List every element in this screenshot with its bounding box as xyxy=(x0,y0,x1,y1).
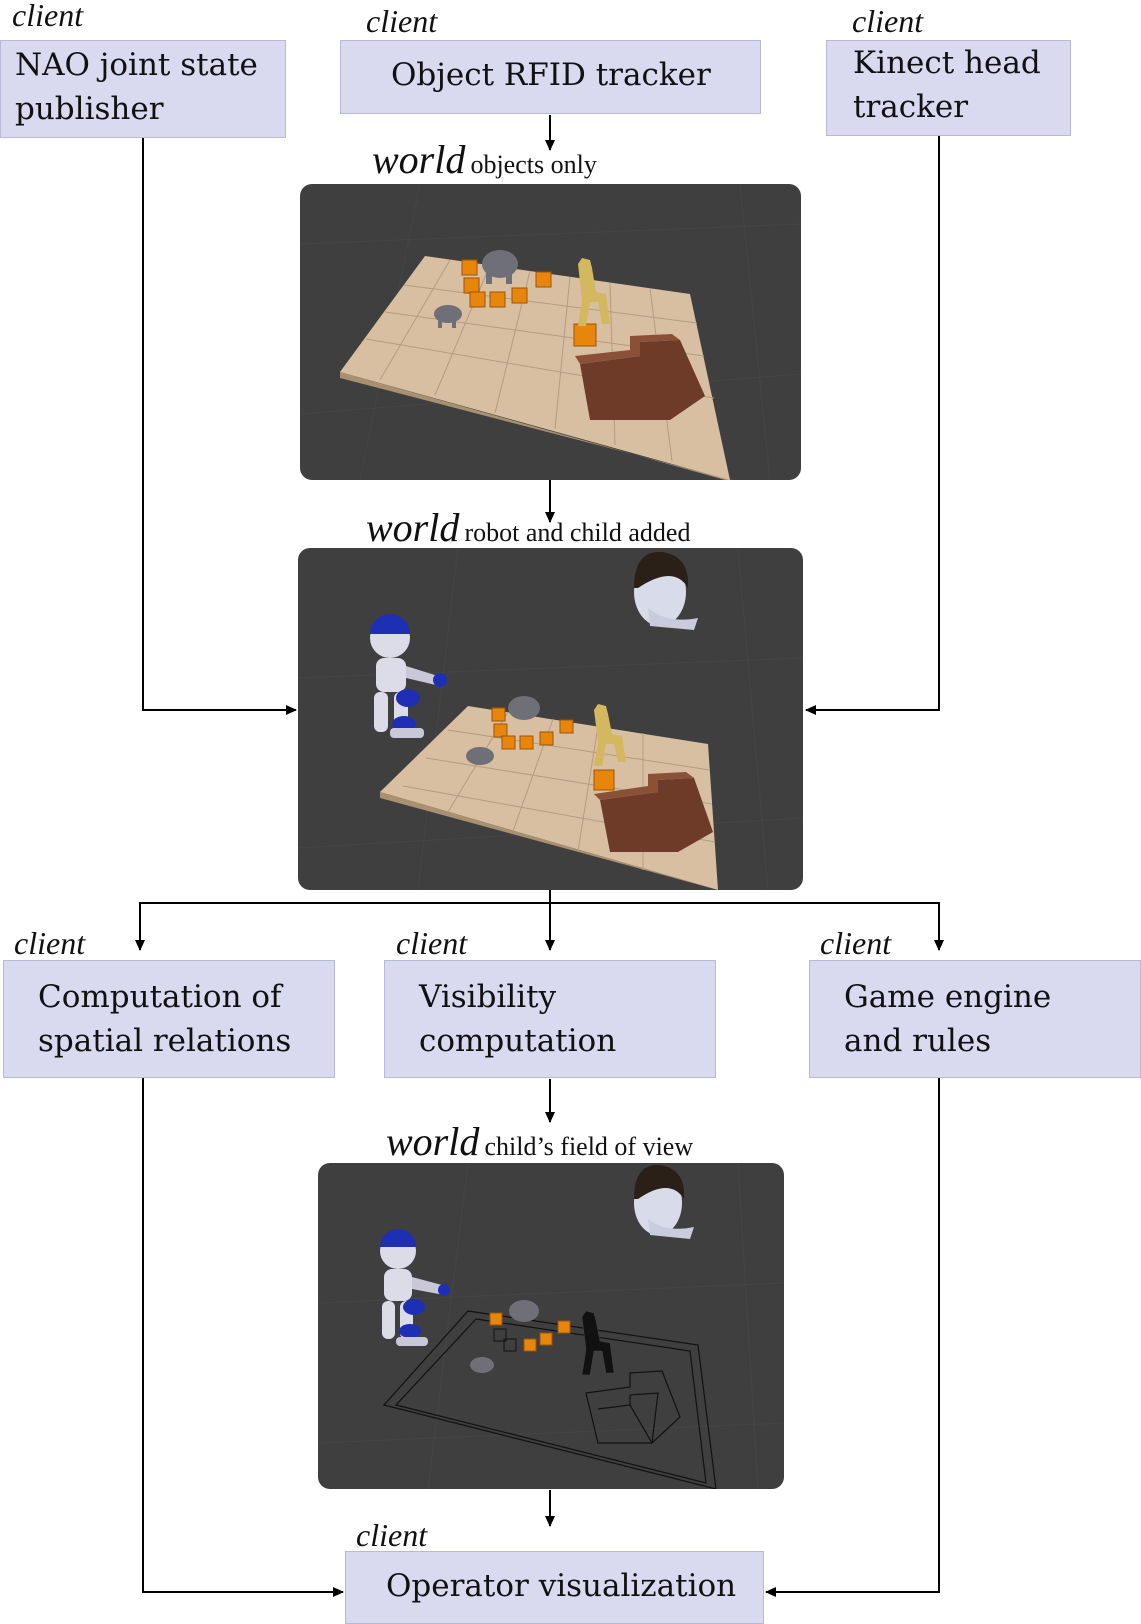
world-label-fov: world child’s field of view xyxy=(386,1122,693,1170)
world-view-objects-only xyxy=(300,184,801,480)
world-label-objects: world objects only xyxy=(372,140,597,188)
arrow-game-to-operator xyxy=(765,1078,940,1597)
arrow-kinect-to-world2 xyxy=(805,135,940,715)
kinect-line-1: Kinect head xyxy=(853,45,1041,81)
world-view-childs-field-of-view xyxy=(318,1163,784,1489)
visibility-computation-box: Visibility computation xyxy=(384,960,716,1078)
arrow-world2-to-game xyxy=(550,902,944,951)
giraffe-icon xyxy=(578,258,610,326)
elephant-icon xyxy=(466,696,540,765)
visibility-line-1: Visibility xyxy=(419,979,557,1015)
nao-robot-icon xyxy=(380,1229,450,1346)
arrow-nao-to-world2 xyxy=(142,138,297,715)
child-head-icon xyxy=(634,1164,694,1239)
operator-line-1: Operator visualization xyxy=(386,1568,737,1604)
client-label-game: client xyxy=(820,925,892,961)
world-caption-robot-child: robot and child added xyxy=(464,518,691,547)
kinect-head-tracker-box: Kinect head tracker xyxy=(826,40,1071,136)
visibility-line-2: computation xyxy=(419,1023,617,1059)
child-head-icon xyxy=(634,551,698,630)
nao-joint-state-publisher-box: NAO joint state publisher xyxy=(0,40,286,138)
cube-icon xyxy=(491,707,615,791)
client-label-rfid: client xyxy=(366,3,438,39)
world-word-1: world xyxy=(372,137,466,182)
wall-block xyxy=(594,772,713,852)
game-line-2: and rules xyxy=(844,1023,992,1059)
rfid-line-1: Object RFID tracker xyxy=(391,57,711,93)
elephant-icon xyxy=(434,250,518,328)
giraffe-icon xyxy=(581,1310,615,1376)
world-caption-objects: objects only xyxy=(470,150,597,179)
spatial-relations-box: Computation of spatial relations xyxy=(3,960,335,1078)
wireframe-board xyxy=(382,1310,717,1489)
wall-block xyxy=(575,334,705,420)
giraffe-icon xyxy=(594,704,626,766)
game-line-1: Game engine xyxy=(844,979,1052,1015)
world-view-robot-child-added xyxy=(298,548,803,890)
cube-outline xyxy=(493,1328,517,1352)
arrow-spatial-to-operator xyxy=(142,1078,344,1597)
operator-visualization-box: Operator visualization xyxy=(345,1551,764,1624)
client-label-operator: client xyxy=(356,1517,428,1553)
nao-line-1: NAO joint state xyxy=(15,47,258,83)
spatial-line-1: Computation of xyxy=(38,979,282,1015)
client-label-nao: client xyxy=(12,0,84,33)
world-label-robot-child: world robot and child added xyxy=(366,508,690,556)
cube-icon xyxy=(461,259,597,347)
cube-icon xyxy=(489,1312,571,1352)
nao-line-2: publisher xyxy=(15,91,164,127)
game-engine-box: Game engine and rules xyxy=(809,960,1141,1078)
world-word-2: world xyxy=(366,505,460,550)
client-label-spatial: client xyxy=(14,925,86,961)
spatial-line-2: spatial relations xyxy=(38,1023,292,1059)
elephant-icon xyxy=(470,1300,539,1373)
kinect-line-2: tracker xyxy=(853,89,969,125)
world-word-3: world xyxy=(386,1119,480,1164)
object-rfid-tracker-box: Object RFID tracker xyxy=(340,40,761,114)
world-caption-fov: child’s field of view xyxy=(484,1132,694,1161)
client-label-visibility: client xyxy=(396,925,468,961)
arrow-world2-to-spatial xyxy=(135,902,550,951)
client-label-kinect: client xyxy=(852,3,924,39)
nao-robot-icon xyxy=(370,614,447,738)
